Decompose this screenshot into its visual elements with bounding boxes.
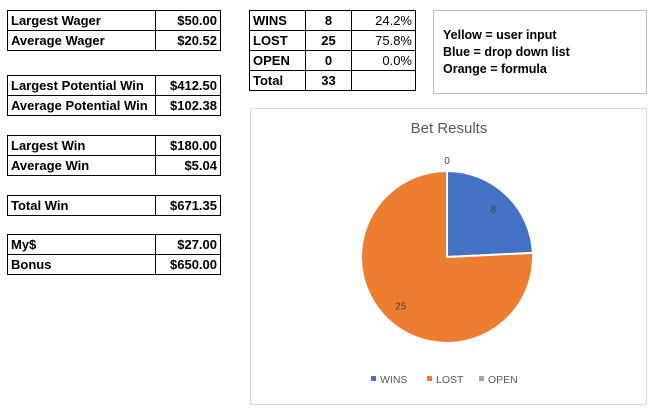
legend-swatch-lost: [427, 376, 432, 381]
bet-results-chart[interactable]: Bet Results 8 25 0 WINS LOST OPEN: [250, 108, 647, 405]
total-win-table: Total Win $671.35: [7, 195, 221, 216]
open-count[interactable]: 0: [305, 50, 352, 71]
my-balance-value[interactable]: $27.00: [155, 234, 221, 255]
average-wager-label[interactable]: Average Wager: [7, 30, 156, 51]
chart-canvas: Bet Results 8 25 0 WINS LOST OPEN: [360, 120, 534, 386]
lost-percent[interactable]: 75.8%: [351, 30, 416, 51]
wins-count[interactable]: 8: [305, 10, 352, 31]
largest-wager-label[interactable]: Largest Wager: [7, 10, 156, 31]
lost-count[interactable]: 25: [305, 30, 352, 51]
table-row: LOST 25 75.8%: [249, 30, 416, 51]
open-percent[interactable]: 0.0%: [351, 50, 416, 71]
legend-swatch-open: [479, 376, 484, 381]
color-legend-textbox[interactable]: Yellow = user input Blue = drop down lis…: [433, 10, 647, 94]
color-legend-line-yellow: Yellow = user input: [443, 28, 557, 42]
largest-potential-win-value[interactable]: $412.50: [155, 75, 221, 96]
potential-win-stats-table: Largest Potential Win $412.50 Average Po…: [7, 75, 221, 116]
results-table: WINS 8 24.2% LOST 25 75.8% OPEN 0 0.0% T…: [249, 10, 416, 91]
wins-label[interactable]: WINS: [249, 10, 306, 31]
table-row: OPEN 0 0.0%: [249, 50, 416, 71]
total-count[interactable]: 33: [305, 70, 352, 91]
bonus-value[interactable]: $650.00: [155, 254, 221, 275]
data-label-open: 0: [444, 156, 450, 167]
wins-percent[interactable]: 24.2%: [351, 10, 416, 31]
table-row: Largest Potential Win $412.50: [7, 75, 221, 96]
largest-win-label[interactable]: Largest Win: [7, 135, 156, 156]
table-row: Average Potential Win $102.38: [7, 95, 221, 116]
table-row: Average Wager $20.52: [7, 30, 221, 51]
average-potential-win-value[interactable]: $102.38: [155, 95, 221, 116]
average-win-label[interactable]: Average Win: [7, 155, 156, 176]
total-win-value[interactable]: $671.35: [155, 195, 221, 216]
largest-win-value[interactable]: $180.00: [155, 135, 221, 156]
average-wager-value[interactable]: $20.52: [155, 30, 221, 51]
table-row: Average Win $5.04: [7, 155, 221, 176]
table-row: My$ $27.00: [7, 234, 221, 255]
total-win-label[interactable]: Total Win: [7, 195, 156, 216]
pie-slices: [360, 169, 534, 344]
table-row: Largest Win $180.00: [7, 135, 221, 156]
total-label[interactable]: Total: [249, 70, 306, 91]
chart-legend: WINS LOST OPEN: [371, 374, 518, 386]
largest-potential-win-label[interactable]: Largest Potential Win: [7, 75, 156, 96]
chart-title: Bet Results: [411, 120, 488, 137]
lost-label[interactable]: LOST: [249, 30, 306, 51]
color-legend-line-blue: Blue = drop down list: [443, 45, 570, 59]
average-win-value[interactable]: $5.04: [155, 155, 221, 176]
average-potential-win-label[interactable]: Average Potential Win: [7, 95, 156, 116]
wager-stats-table: Largest Wager $50.00 Average Wager $20.5…: [7, 10, 221, 51]
pie-slice-wins[interactable]: [446, 169, 534, 259]
table-row: Bonus $650.00: [7, 254, 221, 275]
legend-label-wins[interactable]: WINS: [380, 374, 407, 386]
balance-stats-table: My$ $27.00 Bonus $650.00: [7, 234, 221, 275]
total-percent[interactable]: [351, 70, 416, 91]
data-label-wins: 8: [491, 204, 497, 215]
win-stats-table: Largest Win $180.00 Average Win $5.04: [7, 135, 221, 176]
table-row: WINS 8 24.2%: [249, 10, 416, 31]
pie-data-labels: 8 25 0: [395, 156, 496, 313]
my-balance-label[interactable]: My$: [7, 234, 156, 255]
color-legend-line-orange: Orange = formula: [443, 62, 547, 76]
table-row: Total 33: [249, 70, 416, 91]
open-label[interactable]: OPEN: [249, 50, 306, 71]
bonus-label[interactable]: Bonus: [7, 254, 156, 275]
table-row: Largest Wager $50.00: [7, 10, 221, 31]
legend-label-open[interactable]: OPEN: [488, 374, 518, 386]
largest-wager-value[interactable]: $50.00: [155, 10, 221, 31]
legend-swatch-wins: [371, 376, 376, 381]
pie-slice-lost[interactable]: [360, 169, 534, 344]
data-label-lost: 25: [395, 302, 407, 313]
table-row: Total Win $671.35: [7, 195, 221, 216]
legend-label-lost[interactable]: LOST: [436, 374, 464, 386]
